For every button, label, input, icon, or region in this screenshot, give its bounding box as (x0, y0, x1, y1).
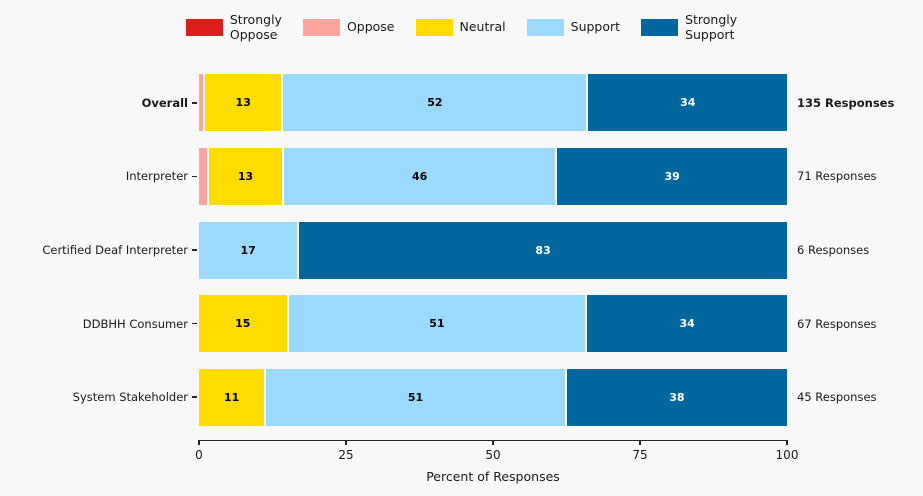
bar-segment-label: 38 (669, 390, 685, 404)
legend-item-strongly-support: Strongly Support (641, 12, 738, 43)
bar-segment-label: 39 (664, 169, 680, 183)
legend: Strongly Oppose Oppose Neutral Support Stron… (0, 12, 923, 43)
legend-item-support: Support (526, 19, 621, 37)
bar-segment-label: 17 (240, 243, 256, 257)
bar-segment-label: 13 (235, 96, 251, 110)
x-tick-label: 0 (195, 448, 203, 462)
bar-segment-support: 52 (281, 74, 587, 132)
legend-swatch-icon (526, 19, 564, 37)
response-count-annotation: 6 Responses (797, 242, 870, 257)
category-row: Overall (0, 66, 199, 140)
legend-label: Support (570, 19, 621, 35)
bar-segment-label: 46 (411, 169, 428, 183)
legend-label: Strongly Oppose (229, 12, 282, 42)
y-tick-mark (192, 175, 197, 178)
bar-segment-support: 51 (264, 368, 565, 426)
category-label: Certified Deaf Interpreter (42, 242, 188, 257)
legend-item-neutral: Neutral (415, 19, 506, 37)
category-label: Interpreter (125, 169, 188, 184)
x-ticks: 0 25 50 75 100 (195, 440, 798, 480)
x-tick-mark (198, 440, 200, 445)
annotations: 135 Responses 71 Responses 6 Responses 67 R… (797, 66, 923, 434)
bar-segment-strongly-support: 39 (555, 147, 787, 205)
legend-label: Oppose (346, 19, 395, 35)
response-count-annotation: 135 Responses (797, 95, 895, 110)
category-row: System Stakeholder (0, 360, 199, 434)
bar-segment-oppose (199, 147, 208, 205)
legend-swatch-icon (302, 19, 340, 37)
bar-segment-oppose (199, 74, 204, 132)
legend-item-oppose: Oppose (302, 19, 395, 37)
category-label: Overall (141, 95, 188, 110)
bar-segment-neutral: 15 (199, 295, 287, 353)
category-label: System Stakeholder (72, 390, 188, 405)
bar-segment-label: 51 (407, 390, 424, 404)
y-tick-mark (192, 396, 197, 398)
plot-area: 13 52 34 13 46 39 17 83 15 51 34 11 51 38 (199, 66, 787, 434)
legend-item-strongly-oppose: Strongly Oppose (185, 12, 282, 43)
bar-segment-label: 52 (427, 96, 443, 110)
bar-segment-label: 34 (679, 317, 695, 331)
bar-segment-neutral: 11 (199, 368, 265, 426)
bar-segment-neutral: 13 (203, 74, 282, 132)
legend-swatch-icon (415, 19, 453, 37)
bar-segment-strongly-support: 34 (586, 74, 787, 132)
y-tick-mark (192, 102, 197, 104)
bar-segment-strongly-support: 83 (297, 221, 787, 279)
x-tick-mark (492, 440, 494, 445)
bar-track: 13 46 39 (199, 147, 787, 205)
bar-segment-label: 83 (535, 243, 551, 257)
bar-segment-label: 15 (235, 317, 251, 331)
category-row: DDBHH Consumer (0, 287, 199, 361)
x-tick-mark (345, 440, 347, 445)
bar-segment-label: 51 (429, 317, 445, 331)
x-tick-mark (639, 440, 641, 445)
legend-swatch-icon (185, 19, 223, 37)
response-count-annotation: 45 Responses (797, 390, 877, 405)
response-count-annotation: 71 Responses (797, 169, 877, 184)
bar-segment-label: 34 (680, 96, 696, 110)
y-tick-mark (192, 322, 197, 325)
x-tick-label: 75 (632, 448, 648, 462)
legend-label: Neutral (459, 19, 506, 35)
category-label: DDBHH Consumer (82, 316, 188, 331)
legend-label: Strongly Support (685, 12, 738, 42)
legend-swatch-icon (641, 19, 679, 37)
bar-track: 17 83 (199, 221, 787, 279)
category-labels: Overall Interpreter Certified Deaf Interpr… (0, 66, 199, 434)
category-row: Certified Deaf Interpreter (0, 213, 199, 287)
x-tick-label: 50 (485, 448, 501, 462)
response-count-annotation: 67 Responses (797, 316, 877, 331)
bar-segment-label: 11 (223, 390, 240, 404)
bar-track: 15 51 34 (199, 295, 787, 353)
bar-track: 13 52 34 (199, 74, 787, 132)
category-row: Interpreter (0, 140, 199, 214)
bar-segment-neutral: 13 (207, 147, 282, 205)
x-tick-mark (786, 440, 788, 445)
bar-segment-support: 46 (281, 147, 556, 205)
y-tick-mark (192, 249, 197, 251)
x-axis-title: Percent of Responses (426, 469, 560, 484)
x-tick-label: 25 (338, 448, 354, 462)
bar-segment-support: 51 (286, 295, 586, 353)
bar-segment-label: 13 (237, 169, 254, 183)
bar-segment-strongly-support: 34 (585, 295, 787, 353)
bar-segment-strongly-support: 38 (564, 368, 787, 426)
x-tick-label: 100 (775, 448, 799, 462)
bar-track: 11 51 38 (199, 368, 787, 426)
bar-segment-support: 17 (199, 221, 298, 279)
